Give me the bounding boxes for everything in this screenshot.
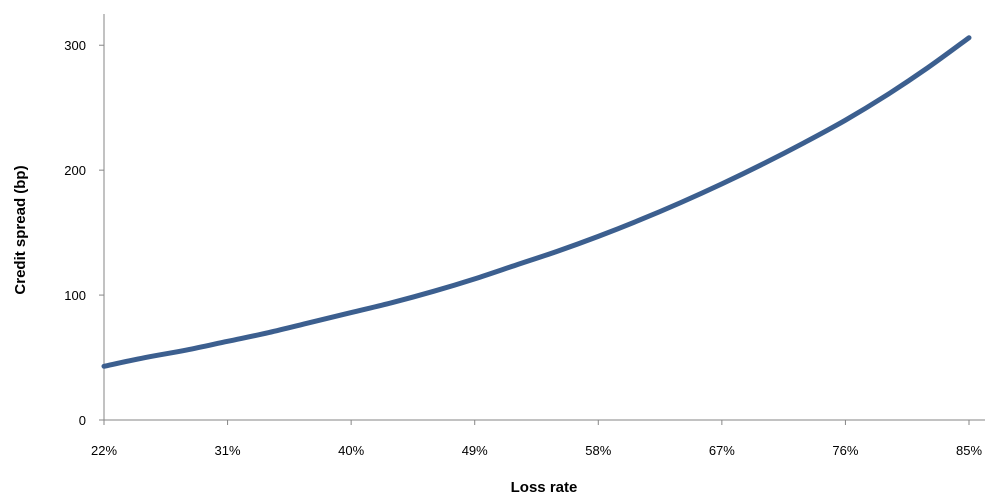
x-tick-label: 67%: [709, 443, 735, 458]
y-tick-label: 300: [64, 38, 86, 53]
x-tick-label: 31%: [215, 443, 241, 458]
x-tick-label: 76%: [832, 443, 858, 458]
x-tick-label: 22%: [91, 443, 117, 458]
x-tick-label: 85%: [956, 443, 982, 458]
x-axis-title: Loss rate: [511, 479, 578, 496]
y-axis-title: Credit spread (bp): [12, 165, 29, 294]
y-tick-label: 200: [64, 163, 86, 178]
x-tick-label: 49%: [462, 443, 488, 458]
y-tick-label: 100: [64, 288, 86, 303]
tick-labels: 0 100 200 300 22% 31% 40% 49% 58% 67% 76% 85%: [64, 38, 982, 458]
y-tick-label: 0: [79, 413, 86, 428]
x-tick-label: 58%: [585, 443, 611, 458]
series-layer: [101, 35, 972, 369]
series-line: [101, 35, 972, 369]
tick-marks: [99, 44, 970, 425]
x-tick-label: 40%: [338, 443, 364, 458]
